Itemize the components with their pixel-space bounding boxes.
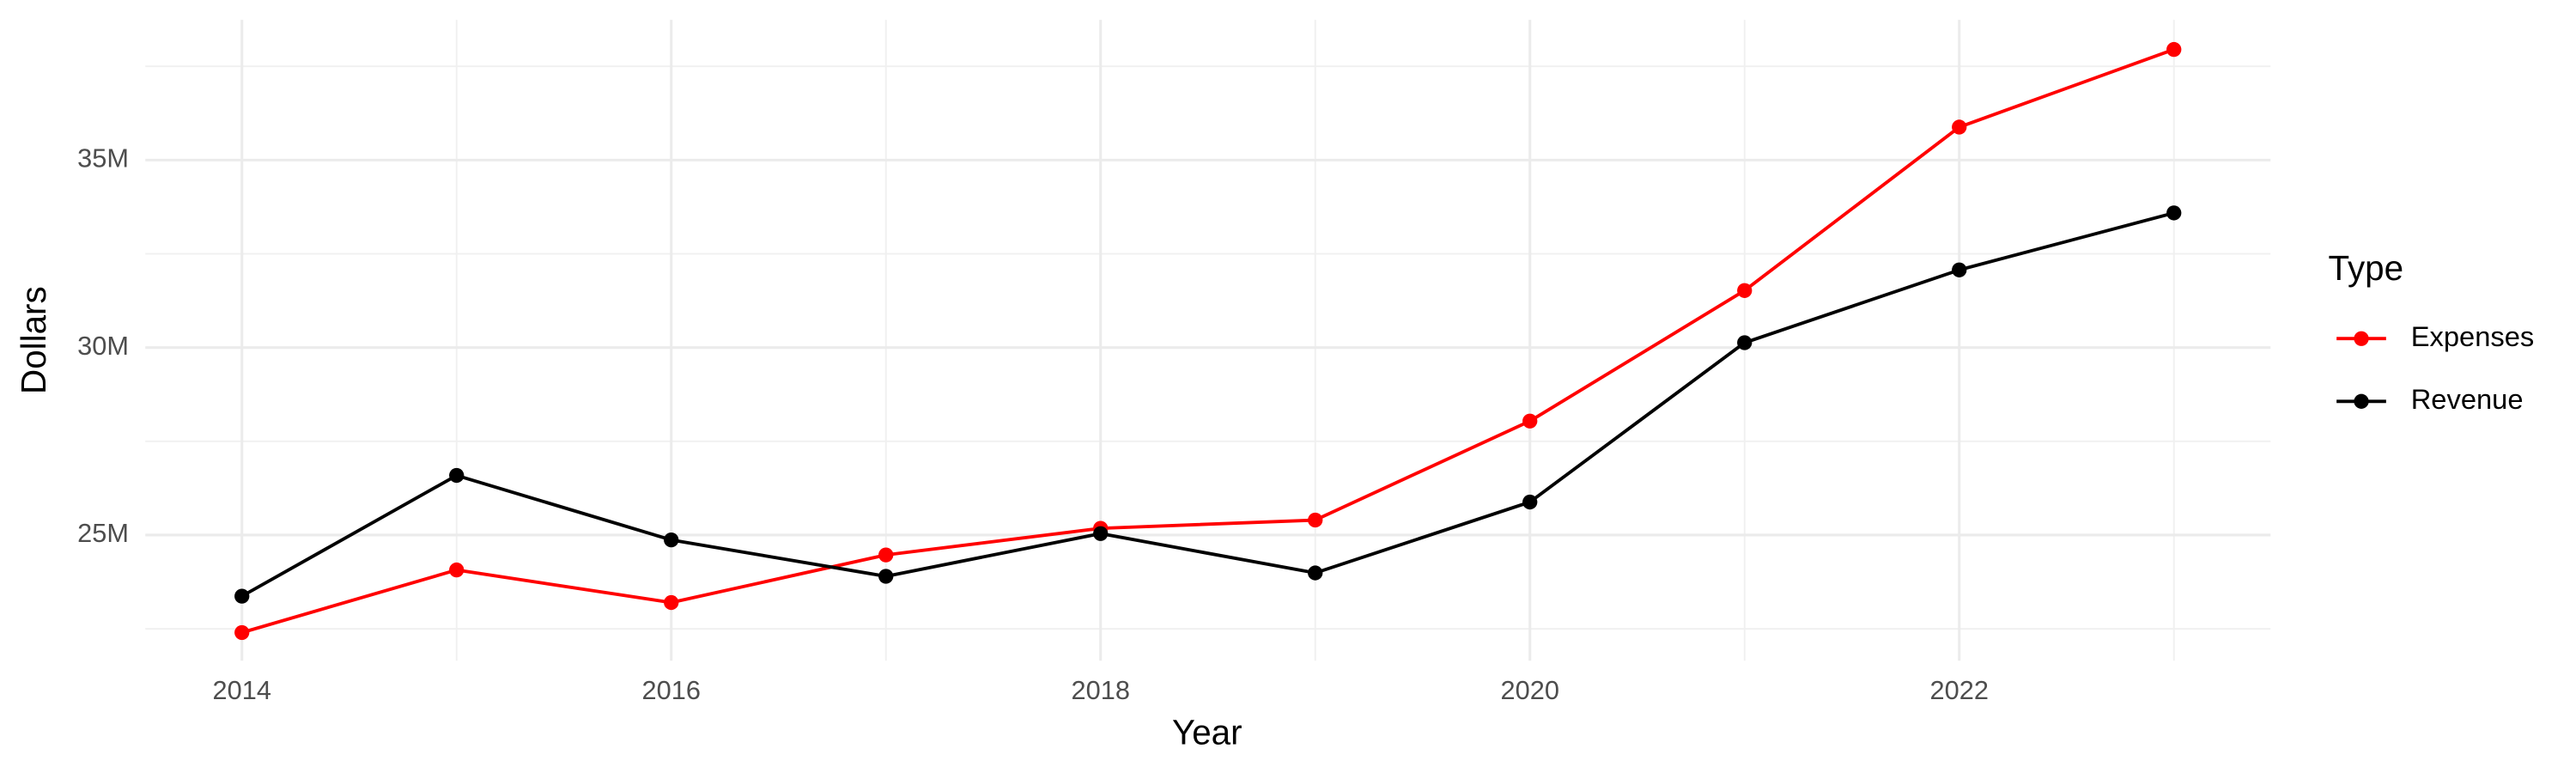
series-line — [240, 211, 2175, 598]
legend-title: Type — [2329, 248, 2404, 288]
data-point — [449, 562, 465, 578]
data-point — [1737, 335, 1753, 350]
data-point — [449, 467, 465, 484]
data-point — [1952, 119, 1967, 135]
data-point — [878, 547, 894, 563]
y-axis-title: Dollars — [14, 286, 53, 394]
data-point — [2166, 205, 2182, 221]
legend-label: Revenue — [2411, 383, 2524, 415]
y-tick-label: 25M — [77, 518, 129, 548]
grid — [145, 20, 2271, 661]
data-point — [664, 594, 679, 611]
data-point — [1522, 413, 1538, 429]
x-tick-label: 2016 — [642, 675, 701, 705]
plot — [234, 41, 2182, 641]
data-point — [878, 569, 894, 584]
legend-label: Expenses — [2411, 320, 2535, 352]
data-point — [1308, 512, 1323, 528]
data-point — [664, 532, 679, 548]
y-tick-label: 35M — [77, 143, 129, 173]
data-point — [1093, 526, 1109, 541]
data-point — [1308, 565, 1323, 581]
legend: Expenses Revenue — [2336, 320, 2534, 415]
data-point — [2166, 41, 2182, 58]
x-tick-label: 2014 — [213, 675, 271, 705]
x-axis-title: Year — [1172, 712, 1242, 752]
legend-marker — [2354, 331, 2369, 346]
y-tick-label: 30M — [77, 331, 129, 361]
data-point — [1737, 283, 1753, 298]
data-point — [1522, 494, 1538, 510]
legend-marker — [2354, 393, 2369, 409]
x-tick-label: 2022 — [1930, 675, 1989, 705]
data-point — [234, 588, 250, 604]
data-point — [1952, 262, 1967, 277]
series-line — [241, 47, 2175, 635]
data-point — [234, 624, 250, 641]
x-tick-label: 2020 — [1501, 675, 1559, 705]
x-tick-label: 2018 — [1072, 675, 1130, 705]
